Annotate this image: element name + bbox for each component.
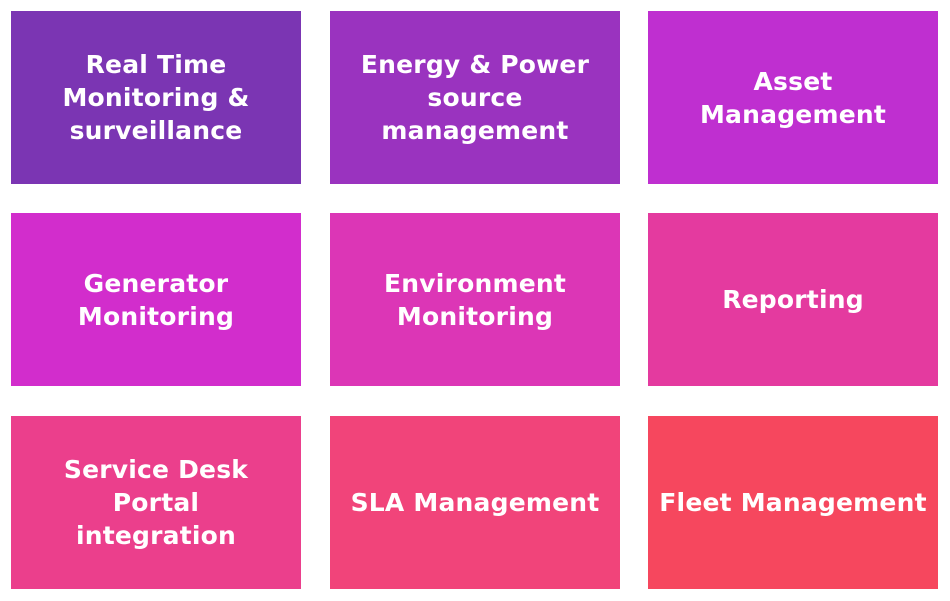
tile-sla-management: SLA Management bbox=[330, 416, 620, 589]
tile-label: Reporting bbox=[722, 285, 864, 314]
tile-label: Environment Monitoring bbox=[384, 268, 566, 331]
tile-service-desk-integration: Service Desk Portal integration bbox=[11, 416, 301, 589]
tile-fleet-management: Fleet Management bbox=[648, 416, 938, 589]
tile-label: Service Desk Portal integration bbox=[63, 455, 249, 550]
tile-label: SLA Management bbox=[350, 488, 600, 517]
tile-energy-power-management: Energy & Power source management bbox=[330, 11, 620, 184]
tile-label: Asset Management bbox=[699, 66, 887, 129]
tile-asset-management: Asset Management bbox=[648, 11, 938, 184]
tile-label: Fleet Management bbox=[659, 488, 927, 517]
tile-real-time-monitoring: Real Time Monitoring & surveillance bbox=[11, 11, 301, 184]
tile-reporting: Reporting bbox=[648, 213, 938, 386]
tile-generator-monitoring: Generator Monitoring bbox=[11, 213, 301, 386]
tile-label: Generator Monitoring bbox=[77, 268, 235, 331]
tile-label: Real Time Monitoring & surveillance bbox=[62, 50, 250, 145]
tile-environment-monitoring: Environment Monitoring bbox=[330, 213, 620, 386]
tile-label: Energy & Power source management bbox=[360, 50, 590, 145]
